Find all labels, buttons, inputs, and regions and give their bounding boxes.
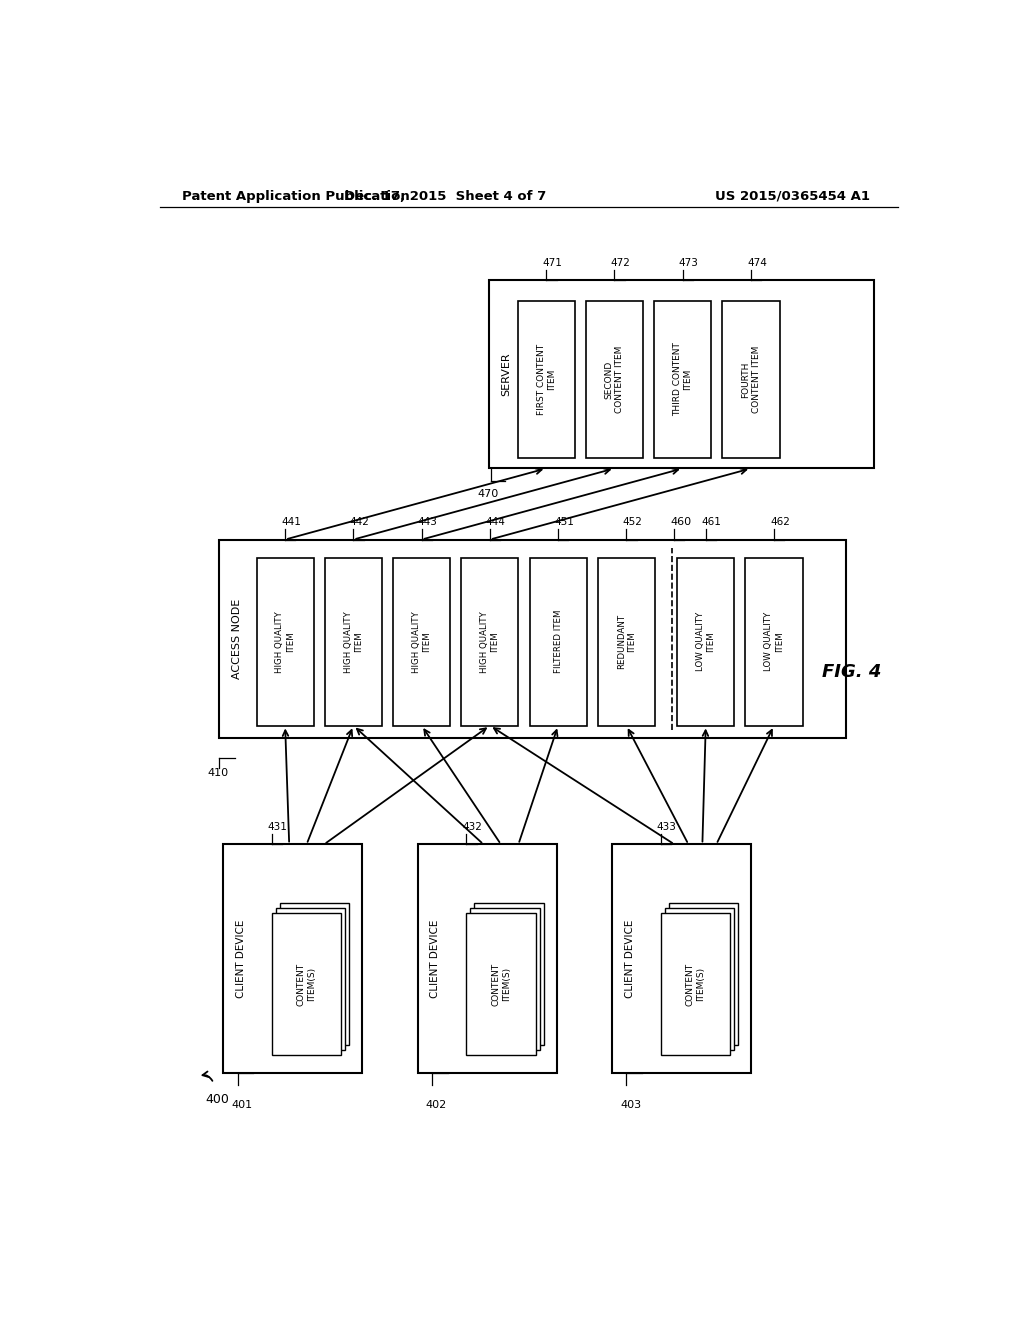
Text: 400: 400 xyxy=(206,1093,229,1106)
Bar xyxy=(223,845,362,1073)
Text: 431: 431 xyxy=(268,822,288,833)
Text: CLIENT DEVICE: CLIENT DEVICE xyxy=(430,920,440,998)
Text: 462: 462 xyxy=(770,517,790,528)
Bar xyxy=(418,845,557,1073)
Text: THIRD CONTENT
ITEM: THIRD CONTENT ITEM xyxy=(673,342,692,416)
Bar xyxy=(275,908,345,1049)
Text: 471: 471 xyxy=(543,259,562,268)
Bar xyxy=(722,301,779,458)
Text: 442: 442 xyxy=(349,517,370,528)
Text: 402: 402 xyxy=(426,1100,446,1110)
Text: HIGH QUALITY
ITEM: HIGH QUALITY ITEM xyxy=(412,611,431,673)
Text: 474: 474 xyxy=(748,259,767,268)
Text: FILTERED ITEM: FILTERED ITEM xyxy=(554,610,562,673)
Text: CONTENT
ITEM(S): CONTENT ITEM(S) xyxy=(297,962,316,1006)
Text: 451: 451 xyxy=(554,517,574,528)
Text: 461: 461 xyxy=(701,517,722,528)
Text: 410: 410 xyxy=(207,768,228,779)
Bar xyxy=(219,540,846,738)
Text: 401: 401 xyxy=(231,1100,252,1110)
Text: LOW QUALITY
ITEM: LOW QUALITY ITEM xyxy=(696,612,716,672)
Bar xyxy=(470,908,540,1049)
Bar xyxy=(677,558,734,726)
Text: 444: 444 xyxy=(486,517,506,528)
Bar xyxy=(518,301,574,458)
Text: CONTENT
ITEM(S): CONTENT ITEM(S) xyxy=(686,962,706,1006)
Bar xyxy=(474,903,544,1044)
Text: HIGH QUALITY
ITEM: HIGH QUALITY ITEM xyxy=(344,611,364,673)
Text: FIG. 4: FIG. 4 xyxy=(822,663,882,681)
Text: SERVER: SERVER xyxy=(502,352,512,396)
Text: CLIENT DEVICE: CLIENT DEVICE xyxy=(236,920,246,998)
Bar xyxy=(612,845,751,1073)
Text: ACCESS NODE: ACCESS NODE xyxy=(231,598,242,678)
Bar xyxy=(466,913,536,1055)
Bar xyxy=(598,558,655,726)
Text: HIGH QUALITY
ITEM: HIGH QUALITY ITEM xyxy=(275,611,295,673)
Text: CONTENT
ITEM(S): CONTENT ITEM(S) xyxy=(492,962,511,1006)
Bar xyxy=(257,558,313,726)
Text: HIGH QUALITY
ITEM: HIGH QUALITY ITEM xyxy=(480,611,500,673)
Text: FIRST CONTENT
ITEM: FIRST CONTENT ITEM xyxy=(537,345,556,414)
Bar xyxy=(280,903,349,1044)
Text: FOURTH
CONTENT ITEM: FOURTH CONTENT ITEM xyxy=(741,346,761,413)
Bar xyxy=(669,903,738,1044)
Text: Dec. 17, 2015  Sheet 4 of 7: Dec. 17, 2015 Sheet 4 of 7 xyxy=(344,190,547,202)
Text: SECOND
CONTENT ITEM: SECOND CONTENT ITEM xyxy=(605,346,625,413)
Text: 441: 441 xyxy=(282,517,301,528)
Text: 432: 432 xyxy=(462,822,482,833)
Text: REDUNDANT
ITEM: REDUNDANT ITEM xyxy=(616,614,636,669)
Bar xyxy=(271,913,341,1055)
Text: 470: 470 xyxy=(477,488,499,499)
Bar xyxy=(489,280,873,469)
Text: 443: 443 xyxy=(418,517,437,528)
Text: 452: 452 xyxy=(623,517,642,528)
Text: Patent Application Publication: Patent Application Publication xyxy=(182,190,410,202)
Text: 433: 433 xyxy=(656,822,677,833)
Bar xyxy=(665,908,734,1049)
Bar xyxy=(325,558,382,726)
Text: 460: 460 xyxy=(670,517,691,528)
Bar xyxy=(529,558,587,726)
Bar xyxy=(393,558,451,726)
Bar xyxy=(654,301,712,458)
Bar xyxy=(462,558,518,726)
Bar xyxy=(586,301,643,458)
Text: CLIENT DEVICE: CLIENT DEVICE xyxy=(625,920,635,998)
Text: 403: 403 xyxy=(620,1100,641,1110)
Text: 473: 473 xyxy=(679,259,698,268)
Text: 472: 472 xyxy=(610,259,631,268)
Bar xyxy=(745,558,803,726)
Text: LOW QUALITY
ITEM: LOW QUALITY ITEM xyxy=(764,612,783,672)
Text: US 2015/0365454 A1: US 2015/0365454 A1 xyxy=(715,190,870,202)
Bar xyxy=(660,913,730,1055)
